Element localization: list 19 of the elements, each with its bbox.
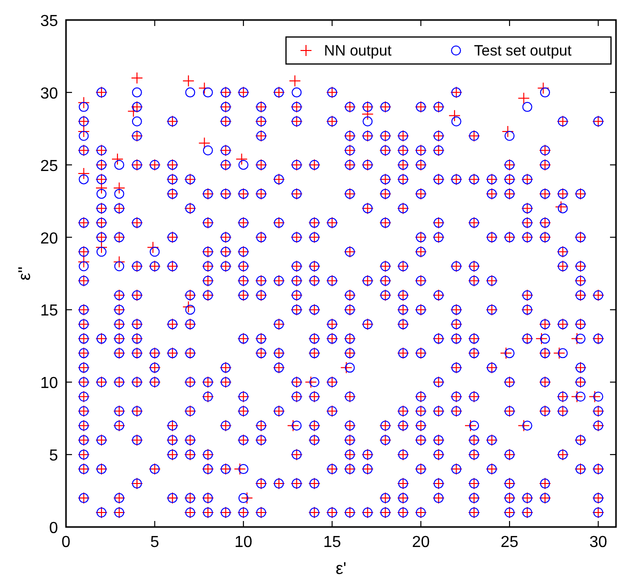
- legend-label: Test set output: [474, 42, 572, 60]
- y-tick-label: 15: [40, 302, 58, 320]
- y-tick-label: 20: [40, 230, 58, 248]
- y-tick-label: 35: [40, 13, 58, 30]
- x-tick-label: 25: [500, 534, 519, 551]
- x-tick-label: 5: [150, 534, 160, 551]
- legend-label: NN output: [324, 42, 392, 60]
- x-tick-label: 10: [234, 534, 252, 551]
- x-tick-label: 20: [412, 534, 430, 551]
- y-tick-label: 10: [40, 375, 58, 392]
- x-tick-label: 15: [323, 534, 342, 551]
- x-tick-label: 30: [589, 534, 608, 551]
- x-axis-title: ε': [336, 559, 346, 578]
- y-tick-label: 30: [40, 85, 58, 102]
- x-tick-label: 0: [62, 534, 71, 551]
- y-tick-label: 0: [49, 520, 58, 537]
- y-axis-title: ε'': [15, 266, 34, 281]
- y-tick-label: 25: [40, 158, 58, 175]
- y-tick-label: 5: [49, 448, 58, 465]
